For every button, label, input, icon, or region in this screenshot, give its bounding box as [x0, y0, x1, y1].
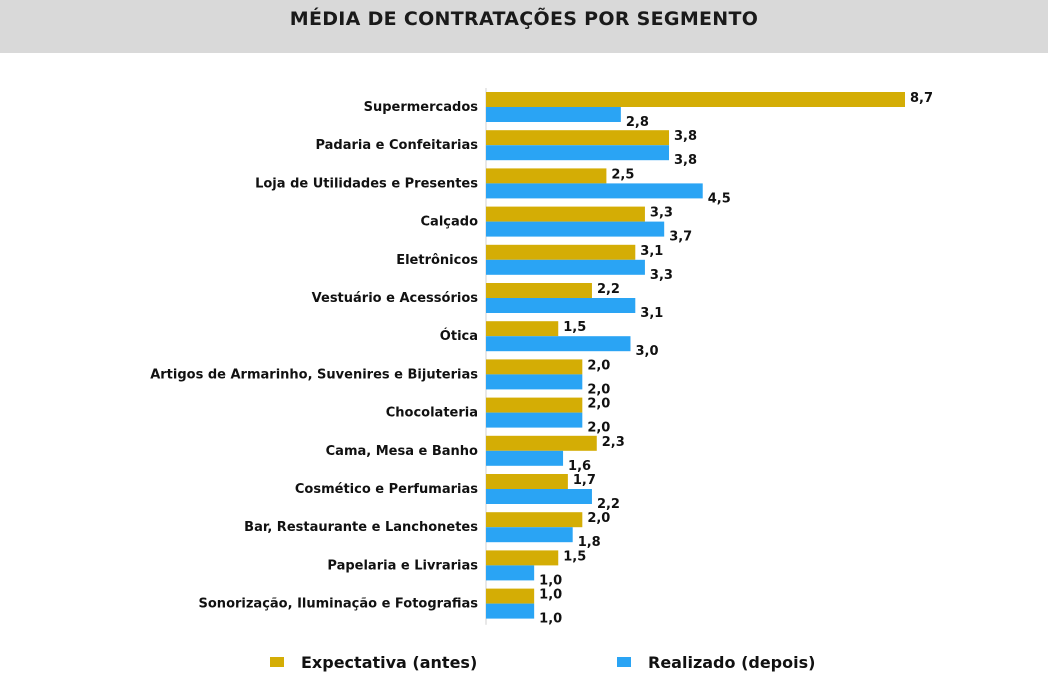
bar-chart: Supermercados 8,7 2,8 Padaria e Confeitaria… [150, 88, 933, 627]
bar-realizado [486, 183, 703, 199]
data-label: 3,8 [674, 153, 697, 168]
legend-label-expectativa: Expectativa (antes) [301, 652, 478, 672]
bar-expectativa [486, 435, 597, 451]
data-label: 2,0 [587, 511, 610, 526]
bar-expectativa [486, 92, 905, 107]
bar-realizado [486, 221, 665, 237]
bar-expectativa [486, 550, 559, 566]
chart-title: MÉDIA DE CONTRATAÇÕES POR SEGMENTO [289, 8, 759, 30]
bar-realizado [486, 145, 670, 161]
bar-expectativa [486, 206, 645, 222]
category-label: Sonorização, Iluminação e Fotografias [199, 597, 479, 612]
data-label: 3,8 [674, 129, 697, 144]
category-label: Ótica [440, 328, 478, 344]
data-label: 3,7 [669, 230, 692, 245]
legend-label-realizado: Realizado (depois) [648, 652, 816, 672]
category-label: Chocolateria [386, 406, 478, 421]
chart-header: MÉDIA DE CONTRATAÇÕES POR SEGMENTO [0, 0, 1048, 53]
data-label: 1,0 [539, 588, 562, 603]
bar-realizado [486, 336, 631, 352]
legend-swatch-expectativa [270, 657, 284, 667]
bar-realizado [486, 565, 535, 581]
bar-realizado [486, 412, 583, 428]
bar-realizado [486, 259, 645, 275]
bar-expectativa [486, 168, 607, 184]
data-label: 2,0 [587, 382, 610, 397]
data-label: 2,3 [602, 435, 625, 450]
data-label: 2,2 [597, 497, 620, 512]
bar-realizado [486, 527, 573, 543]
data-label: 2,0 [587, 358, 610, 373]
bar-expectativa [486, 130, 670, 146]
bar-expectativa [486, 244, 636, 260]
data-label: 2,5 [611, 167, 634, 182]
bar-expectativa [486, 283, 592, 298]
data-label: 1,0 [539, 612, 562, 627]
category-label: Papelaria e Livrarias [327, 558, 478, 573]
data-label: 2,2 [597, 282, 620, 297]
bar-realizado [486, 298, 636, 313]
bar-realizado [486, 450, 564, 466]
data-label: 1,8 [578, 535, 601, 550]
data-label: 1,5 [563, 320, 586, 335]
category-label: Supermercados [364, 100, 479, 115]
data-label: 3,3 [650, 206, 673, 221]
bar-expectativa [486, 588, 535, 604]
bar-expectativa [486, 359, 583, 375]
legend-item-expectativa: Expectativa (antes) [270, 650, 477, 674]
category-label: Cosmético e Perfumarias [295, 482, 478, 497]
data-label: 2,0 [587, 397, 610, 412]
data-label: 3,1 [640, 244, 663, 259]
legend-item-realizado: Realizado (depois) [617, 650, 815, 674]
data-label: 4,5 [708, 191, 731, 206]
bar-realizado [486, 107, 621, 122]
data-label: 1,6 [568, 459, 591, 474]
bar-expectativa [486, 397, 583, 413]
category-label: Artigos de Armarinho, Suvenires e Bijute… [150, 367, 478, 382]
bar-realizado [486, 603, 535, 619]
data-label: 8,7 [910, 91, 933, 106]
legend-swatch-realizado [617, 657, 631, 667]
bar-realizado [486, 489, 592, 504]
data-label: 1,0 [539, 573, 562, 588]
category-label: Loja de Utilidades e Presentes [255, 176, 478, 191]
category-label: Vestuário e Acessórios [312, 291, 479, 306]
category-label: Calçado [421, 215, 479, 230]
data-label: 3,1 [640, 306, 663, 321]
data-label: 1,5 [563, 549, 586, 564]
category-label: Padaria e Confeitarias [315, 138, 478, 153]
data-label: 2,8 [626, 115, 649, 130]
bar-expectativa [486, 321, 559, 337]
data-label: 1,7 [573, 473, 596, 488]
bar-expectativa [486, 474, 568, 489]
category-label: Cama, Mesa e Banho [326, 444, 478, 459]
data-label: 3,3 [650, 268, 673, 283]
data-label: 3,0 [635, 344, 658, 359]
bar-expectativa [486, 512, 583, 528]
bar-realizado [486, 374, 583, 390]
category-label: Eletrônicos [396, 253, 478, 268]
category-label: Bar, Restaurante e Lanchonetes [244, 520, 478, 535]
data-label: 2,0 [587, 421, 610, 436]
